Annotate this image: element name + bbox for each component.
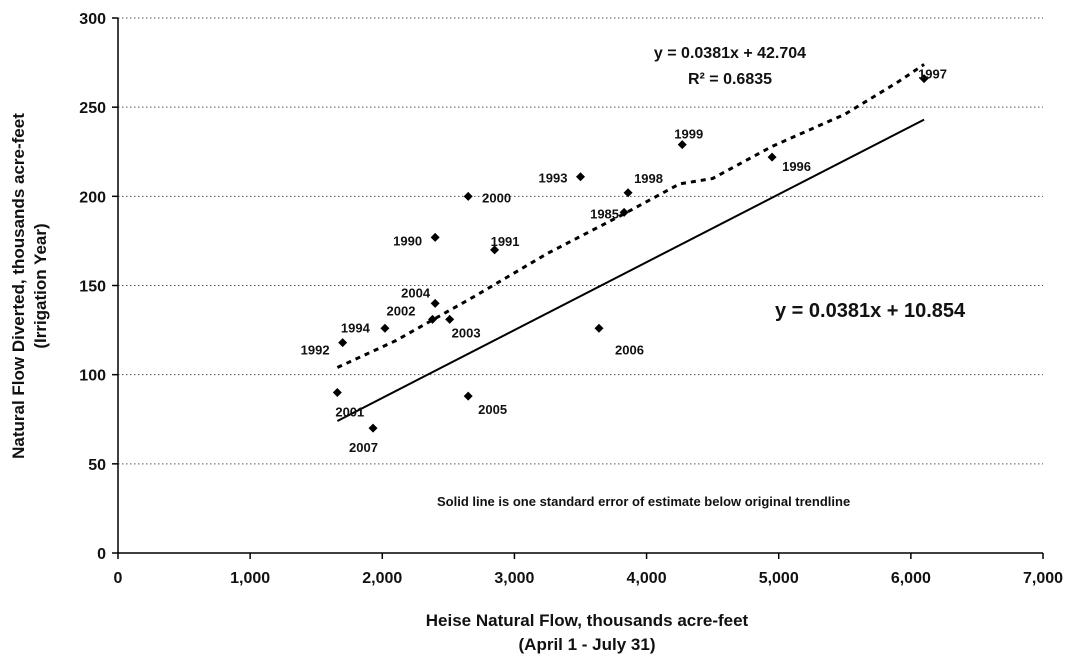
data-point	[767, 152, 777, 162]
point-label: 1985	[590, 206, 619, 221]
y-tick-label: 100	[79, 368, 106, 385]
axes	[112, 17, 1044, 559]
data-points	[332, 74, 929, 433]
point-label: 2003	[452, 325, 481, 340]
point-label: 2005	[478, 402, 507, 417]
y-tick-label: 300	[79, 11, 106, 28]
x-tick-label: 4,000	[627, 570, 667, 587]
point-label: 2006	[615, 342, 644, 357]
data-point	[428, 314, 437, 324]
point-label: 1996	[782, 159, 811, 174]
data-point	[919, 74, 929, 84]
y-axis-title: Natural Flow Diverted, thousands acre-fe…	[9, 113, 28, 459]
y-tick-label: 150	[79, 279, 106, 296]
data-point	[623, 188, 633, 198]
x-tick-labels: 0 1,000 2,000 3,000 4,000 5,000 6,000 7,000	[114, 570, 1064, 587]
y-tick-labels: 0 50 100 150 200 250 300	[79, 11, 106, 563]
y-tick-label: 0	[97, 546, 106, 563]
data-point	[463, 391, 473, 401]
x-tick-label: 7,000	[1023, 570, 1063, 587]
y-tick-label: 250	[79, 100, 106, 117]
y-axis-subtitle: (Irrigation Year)	[31, 223, 50, 348]
data-point	[619, 207, 629, 217]
point-label: 2007	[349, 440, 378, 455]
point-label: 1991	[491, 234, 520, 249]
x-tick-label: 2,000	[362, 570, 402, 587]
data-point	[430, 232, 440, 242]
dotted-trendline-r-squared: R² = 0.6835	[688, 71, 772, 88]
x-tick-label: 1,000	[230, 570, 270, 587]
chart-note: Solid line is one standard error of esti…	[437, 494, 850, 509]
x-tick-label: 0	[114, 570, 123, 587]
x-axis-subtitle: (April 1 - July 31)	[519, 635, 656, 654]
solid-trendline	[336, 118, 925, 422]
solid-trendline-equation: y = 0.0381x + 10.854	[775, 300, 966, 322]
data-point	[576, 172, 585, 182]
dotted-trendline-equation: y = 0.0381x + 42.704	[654, 45, 806, 62]
data-point	[332, 388, 342, 397]
data-point	[463, 191, 473, 201]
point-labels: 1985 1990 1991 1992 1993 1994 1996 1997 1998 1999…	[301, 67, 947, 456]
y-tick-label: 50	[88, 457, 106, 474]
trendlines	[336, 63, 925, 422]
data-point	[430, 298, 440, 308]
x-axis-title: Heise Natural Flow, thousands acre-feet	[426, 611, 749, 630]
data-point	[338, 338, 348, 348]
point-label: 1999	[674, 127, 703, 142]
point-label: 1993	[539, 171, 568, 186]
gridlines	[118, 17, 1043, 465]
data-point	[594, 323, 604, 333]
point-label: 2000	[482, 190, 511, 205]
point-label: 1990	[393, 233, 422, 248]
dotted-trendline	[336, 63, 925, 369]
data-point	[380, 323, 390, 333]
y-tick-label: 200	[79, 189, 106, 206]
point-label: 1994	[341, 320, 371, 335]
point-label: 1998	[634, 171, 663, 186]
point-label: 1992	[301, 343, 330, 358]
data-point	[490, 245, 500, 255]
data-point	[445, 314, 455, 324]
point-label: 2001	[335, 405, 364, 420]
point-label: 2002	[387, 303, 416, 318]
data-point	[677, 140, 687, 150]
x-tick-label: 5,000	[759, 570, 799, 587]
data-point	[368, 423, 378, 433]
x-tick-label: 3,000	[494, 570, 534, 587]
point-label: 1997	[918, 67, 947, 82]
point-label: 2004	[401, 285, 431, 300]
x-tick-label: 6,000	[891, 570, 931, 587]
